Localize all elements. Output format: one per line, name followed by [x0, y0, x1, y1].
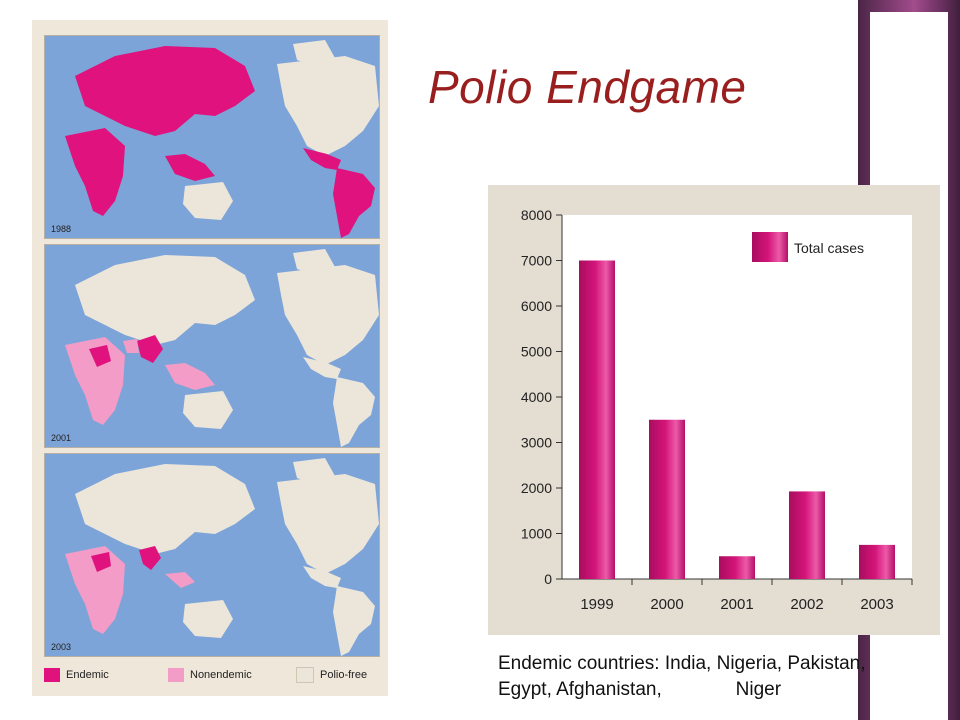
- south-america-land: [333, 586, 375, 656]
- world-map-2003: 2003: [44, 453, 380, 657]
- x-tick-label: 2000: [650, 596, 683, 613]
- africa-endemic: [89, 345, 111, 367]
- endemic-swatch: [44, 668, 60, 682]
- africa-endemic: [65, 128, 125, 216]
- bar-2000: [649, 419, 685, 579]
- australia-land: [183, 600, 233, 638]
- middle-east-nonendemic: [123, 339, 139, 353]
- y-tick-label: 6000: [521, 298, 552, 314]
- north-america-land: [277, 474, 379, 574]
- legend-nonendemic: Nonendemic: [168, 667, 252, 683]
- map-shapes-2003: [65, 458, 379, 656]
- map-year-label: 1988: [51, 224, 72, 234]
- y-tick-label: 4000: [521, 389, 552, 405]
- x-tick-label: 2002: [790, 596, 823, 613]
- legend-polio-free-label: Polio-free: [320, 669, 368, 681]
- nonendemic-swatch: [168, 668, 184, 682]
- eurasia-endemic: [75, 46, 255, 136]
- bar-2003: [859, 544, 895, 579]
- y-tick-label: 7000: [521, 253, 552, 269]
- page-title: Polio Endgame: [428, 61, 747, 113]
- eurasia-land: [75, 255, 255, 345]
- legend-swatch: [752, 232, 788, 262]
- se-asia-nonendemic: [165, 572, 195, 588]
- greenland-land: [293, 40, 335, 66]
- legend-nonendemic-label: Nonendemic: [190, 669, 252, 681]
- greenland-land: [293, 458, 335, 484]
- map-legend: Endemic Nonendemic Polio-free: [44, 663, 378, 687]
- bar-2002: [789, 491, 825, 579]
- australia-land: [183, 391, 233, 429]
- central-america-land: [303, 566, 341, 588]
- endemic-countries-note: Endemic countries: India, Nigeria, Pakis…: [498, 651, 866, 703]
- legend-endemic-label: Endemic: [66, 669, 109, 681]
- eurasia-land: [75, 464, 255, 554]
- legend-endemic: Endemic: [44, 667, 109, 683]
- africa-nonendemic: [65, 546, 125, 634]
- y-tick-label: 1000: [521, 526, 552, 542]
- map-shapes-1988: [65, 40, 379, 238]
- map-year-label: 2001: [51, 433, 72, 443]
- south-america-endemic: [333, 168, 375, 238]
- x-tick-label: 2003: [860, 596, 893, 613]
- note-line-2: Egypt, Afghanistan, Niger: [498, 679, 782, 700]
- y-tick-label: 3000: [521, 435, 552, 451]
- north-america-land: [277, 265, 379, 365]
- bar-2001: [719, 556, 755, 579]
- africa-endemic: [91, 552, 111, 572]
- y-tick-label: 0: [544, 571, 552, 587]
- south-america-land: [333, 377, 375, 447]
- world-map-1988: 1988: [44, 35, 380, 239]
- legend-polio-free: Polio-free: [296, 667, 367, 683]
- world-map-2001: 2001: [44, 244, 380, 448]
- south-asia-endemic: [137, 335, 163, 363]
- australia-land: [183, 182, 233, 220]
- map-panel: 1988 2001 2: [32, 20, 388, 696]
- y-tick-label: 8000: [521, 207, 552, 223]
- greenland-land: [293, 249, 335, 275]
- se-asia-endemic: [165, 154, 215, 181]
- x-tick-label: 1999: [580, 596, 613, 613]
- plot-area: [562, 215, 912, 579]
- legend-label: Total cases: [794, 240, 864, 256]
- note-line-1: Endemic countries: India, Nigeria, Pakis…: [498, 653, 866, 674]
- bar-chart: 0 1000 2000 3000 4000 5000 6000 7000 8000 1999 200…: [521, 207, 913, 613]
- bar-1999: [579, 260, 615, 579]
- map-shapes-2001: [65, 249, 379, 447]
- y-tick-label: 2000: [521, 480, 552, 496]
- south-asia-endemic: [139, 546, 161, 570]
- central-america-endemic: [303, 148, 341, 170]
- central-america-land: [303, 357, 341, 379]
- bar-chart-panel: 0 1000 2000 3000 4000 5000 6000 7000 8000 1999 200…: [488, 185, 940, 635]
- north-america-land: [277, 56, 379, 156]
- map-year-label: 2003: [51, 642, 72, 652]
- se-asia-nonendemic: [165, 363, 215, 390]
- y-tick-label: 5000: [521, 344, 552, 360]
- polio-free-swatch: [296, 667, 314, 683]
- x-tick-label: 2001: [720, 596, 753, 613]
